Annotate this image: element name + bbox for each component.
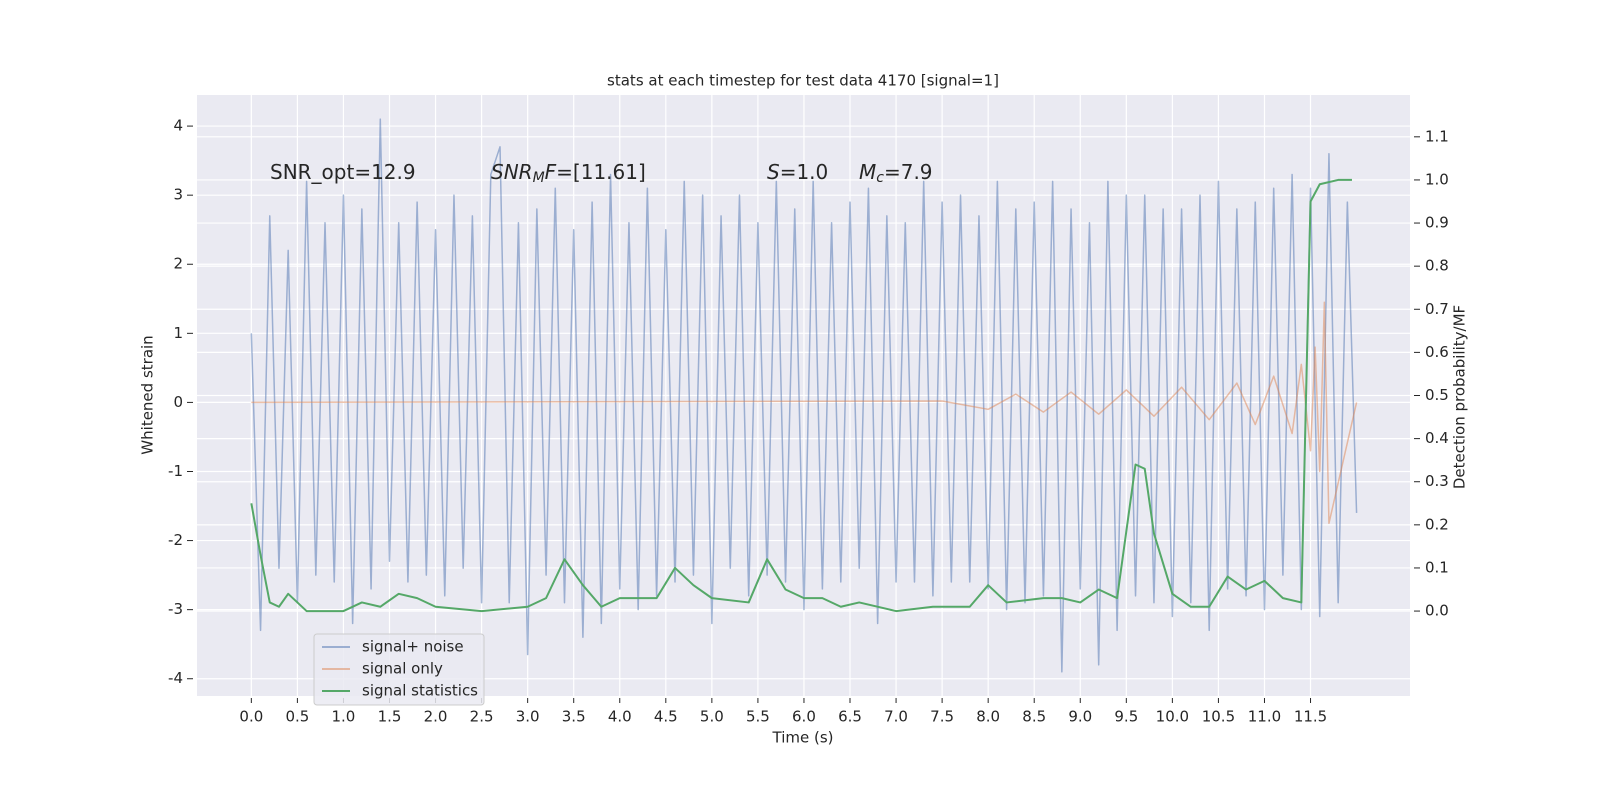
annotation-part: =[11.61] bbox=[556, 160, 646, 184]
annotation: SNR_opt=12.9 bbox=[270, 160, 416, 184]
x-tick-label: 4.0 bbox=[608, 708, 632, 726]
annotation: Mc=7.9 bbox=[859, 160, 933, 187]
x-tick-label: 4.5 bbox=[654, 708, 678, 726]
x-tick-label: 7.0 bbox=[884, 708, 908, 726]
x-tick-label: 2.0 bbox=[424, 708, 448, 726]
y-tick-label: 1 bbox=[173, 324, 183, 342]
x-tick-label: 5.0 bbox=[700, 708, 724, 726]
annotation-part: SNR_opt=12.9 bbox=[270, 160, 416, 184]
x-tick-label: 10.0 bbox=[1156, 708, 1189, 726]
y2-tick-label: 0.5 bbox=[1425, 386, 1449, 404]
annotation-part: =1.0 bbox=[780, 160, 829, 184]
y2-tick-label: 1.1 bbox=[1425, 127, 1449, 145]
y2-tick-label: 0.8 bbox=[1425, 257, 1449, 275]
x-tick-label: 3.5 bbox=[562, 708, 586, 726]
x-tick-label: 0.5 bbox=[285, 708, 309, 726]
x-axis-label: Time (s) bbox=[772, 729, 834, 747]
series-line bbox=[250, 118, 1358, 673]
x-tick-label: 7.5 bbox=[930, 708, 954, 726]
x-tick-label: 11.0 bbox=[1248, 708, 1281, 726]
x-tick-label: 8.5 bbox=[1022, 708, 1046, 726]
legend-label: signal only bbox=[362, 660, 443, 678]
y-tick-label: 3 bbox=[173, 186, 183, 204]
y2-tick-label: 0.7 bbox=[1425, 300, 1449, 318]
series-line bbox=[251, 301, 1358, 525]
x-tick-label: 5.5 bbox=[746, 708, 770, 726]
annotation-part: SNR bbox=[491, 160, 533, 184]
y2-tick-label: 0.0 bbox=[1425, 602, 1449, 620]
y2-tick-label: 0.6 bbox=[1425, 343, 1449, 361]
x-tick-label: 10.5 bbox=[1202, 708, 1235, 726]
y2-axis-label: Detection probability/MF bbox=[1451, 305, 1469, 489]
annotation-part: F bbox=[545, 160, 557, 184]
chart-title: stats at each timestep for test data 417… bbox=[607, 72, 999, 90]
x-tick-label: 6.0 bbox=[792, 708, 816, 726]
y-tick-label: 2 bbox=[173, 255, 183, 273]
annotation: S=1.0 bbox=[767, 160, 828, 184]
series-line bbox=[250, 178, 1352, 613]
y-tick-label: -3 bbox=[168, 600, 183, 618]
legend-box bbox=[313, 633, 485, 706]
y2-tick-label: 0.9 bbox=[1425, 214, 1449, 232]
annotation-part: M bbox=[859, 160, 876, 184]
y2-tick-label: 1.0 bbox=[1425, 170, 1449, 188]
y-tick-label: 4 bbox=[173, 117, 183, 135]
legend-label: signal statistics bbox=[362, 682, 478, 700]
annotation-part: M bbox=[533, 170, 545, 186]
y2-tick-label: 0.2 bbox=[1425, 515, 1449, 533]
legend-label: signal+ noise bbox=[362, 638, 464, 656]
annotation-part: S bbox=[767, 160, 780, 184]
x-tick-label: 2.5 bbox=[470, 708, 494, 726]
y-tick-label: -1 bbox=[168, 462, 183, 480]
y2-tick-label: 0.3 bbox=[1425, 472, 1449, 490]
x-tick-label: 3.0 bbox=[516, 708, 540, 726]
y-tick-label: 0 bbox=[173, 393, 183, 411]
x-tick-label: 9.5 bbox=[1114, 708, 1138, 726]
x-tick-label: 9.0 bbox=[1068, 708, 1092, 726]
x-tick-label: 0.0 bbox=[239, 708, 263, 726]
legend: signal+ noise signal only signal statistic… bbox=[313, 633, 485, 706]
y2-tick-label: 0.1 bbox=[1425, 558, 1449, 576]
x-tick-label: 11.5 bbox=[1294, 708, 1327, 726]
x-tick-label: 1.0 bbox=[332, 708, 356, 726]
y-axis-label: Whitened strain bbox=[139, 335, 157, 454]
annotation-part: c bbox=[876, 170, 884, 186]
x-tick-label: 6.5 bbox=[838, 708, 862, 726]
y2-tick-label: 0.4 bbox=[1425, 429, 1449, 447]
annotation-part: =7.9 bbox=[884, 160, 933, 184]
x-tick-label: 8.0 bbox=[976, 708, 1000, 726]
annotation: SNRMF=[11.61] bbox=[491, 160, 646, 187]
x-tick-label: 1.5 bbox=[378, 708, 402, 726]
y-tick-label: -2 bbox=[168, 531, 183, 549]
y-tick-label: -4 bbox=[168, 669, 183, 687]
